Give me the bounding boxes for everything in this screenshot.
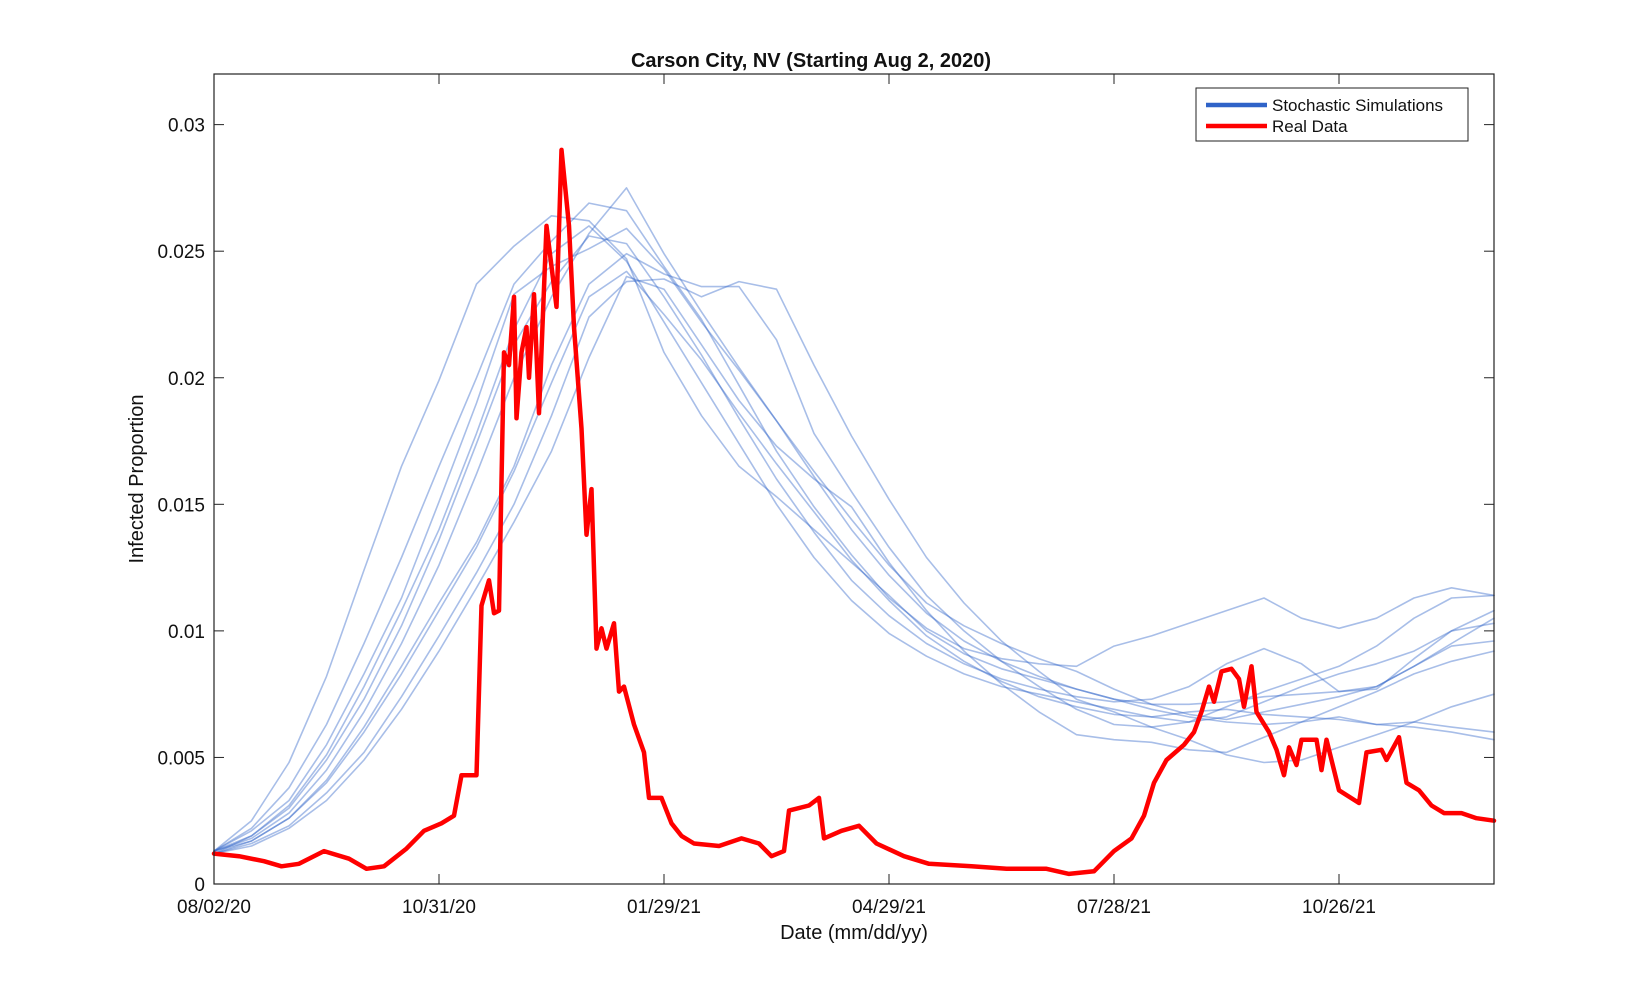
- y-tick-label: 0.03: [168, 116, 205, 137]
- series-layer: [211, 147, 1497, 877]
- x-tick-label: 10/26/21: [1302, 897, 1376, 918]
- series-line-simulation-6: [213, 202, 1495, 852]
- y-tick-label: 0.005: [157, 748, 205, 769]
- plot-area: [214, 74, 1494, 884]
- plot-frame: [213, 73, 1495, 885]
- series-line-simulation-3: [213, 252, 1495, 855]
- legend-box: [1195, 87, 1469, 142]
- legend-label-real-data: Real Data: [1272, 117, 1348, 136]
- x-tick-label: 01/29/21: [627, 897, 701, 918]
- x-axis-label: Date (mm/dd/yy): [780, 922, 928, 944]
- series-line-simulation-8: [213, 187, 1495, 852]
- y-tick-label: 0: [194, 875, 205, 896]
- series-line-simulation-5: [213, 275, 1495, 855]
- y-tick-label: 0.015: [157, 495, 205, 516]
- series-line-real-data: [211, 147, 1497, 877]
- y-tick-label: 0.01: [168, 622, 205, 643]
- series-line-simulation-1: [213, 215, 1495, 852]
- series-line-simulation-10: [213, 270, 1495, 852]
- y-tick-label: 0.02: [168, 369, 205, 390]
- y-axis-label: Infected Proportion: [126, 395, 148, 564]
- legend: Stochastic Simulations Real Data: [1195, 87, 1469, 142]
- y-tick-label: 0.025: [157, 242, 205, 263]
- series-line-simulation-2: [213, 227, 1495, 852]
- x-tick-label: 04/29/21: [852, 897, 926, 918]
- series-line-simulation-4: [213, 235, 1495, 852]
- series-line-simulation-9: [213, 225, 1495, 855]
- series-line-simulation-7: [213, 278, 1495, 855]
- legend-label-stochastic-simulations: Stochastic Simulations: [1272, 96, 1443, 115]
- tick-layer: 08/02/20 10/31/20 01/29/21 04/29/21 07/28/21…: [157, 74, 1494, 918]
- chart-title: Carson City, NV (Starting Aug 2, 2020): [631, 50, 991, 72]
- x-tick-label: 07/28/21: [1077, 897, 1151, 918]
- x-tick-label: 08/02/20: [177, 897, 251, 918]
- x-tick-label: 10/31/20: [402, 897, 476, 918]
